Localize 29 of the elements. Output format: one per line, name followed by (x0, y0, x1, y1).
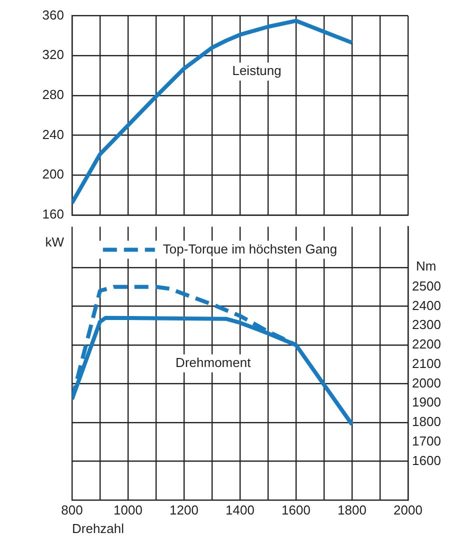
y2-tick-label: 1600 (412, 452, 441, 468)
y2-tick-label: 2500 (412, 278, 441, 294)
y-tick-label: 280 (42, 87, 64, 102)
y2-tick-label: 2200 (412, 336, 441, 352)
x-tick-label: 1800 (338, 502, 366, 518)
x-tick-label: 1600 (282, 502, 310, 518)
x-axis-title: Drehzahl (72, 520, 124, 536)
y2-tick-label: 2100 (412, 356, 441, 371)
y-tick-label: 240 (42, 126, 64, 142)
x-tick-label: 1200 (170, 502, 198, 518)
y2-tick-label: 2000 (412, 375, 441, 390)
annotation: Drehmoment (176, 354, 252, 370)
x-tick-label: 1400 (226, 502, 254, 518)
x-tick-label: 1000 (114, 502, 142, 518)
y2-tick-label: 1700 (412, 433, 441, 448)
x-tick-label: 2000 (394, 502, 422, 518)
y2-tick-label: 2400 (412, 298, 441, 313)
y2-tick-label: 1900 (412, 394, 441, 410)
y2-axis-title: Nm (416, 258, 436, 274)
y-tick-label: 320 (42, 47, 64, 62)
legend-label: Top-Torque im höchsten Gang (162, 241, 338, 256)
x-tick-label: 800 (61, 502, 83, 518)
annotation: Leistung (232, 63, 282, 78)
y-tick-label: 360 (42, 7, 64, 22)
y-axis-title: kW (45, 234, 65, 250)
y2-tick-label: 1800 (412, 414, 441, 430)
y-tick-label: 200 (42, 166, 64, 182)
y2-tick-label: 2300 (412, 317, 441, 332)
y-tick-label: 160 (42, 206, 64, 222)
